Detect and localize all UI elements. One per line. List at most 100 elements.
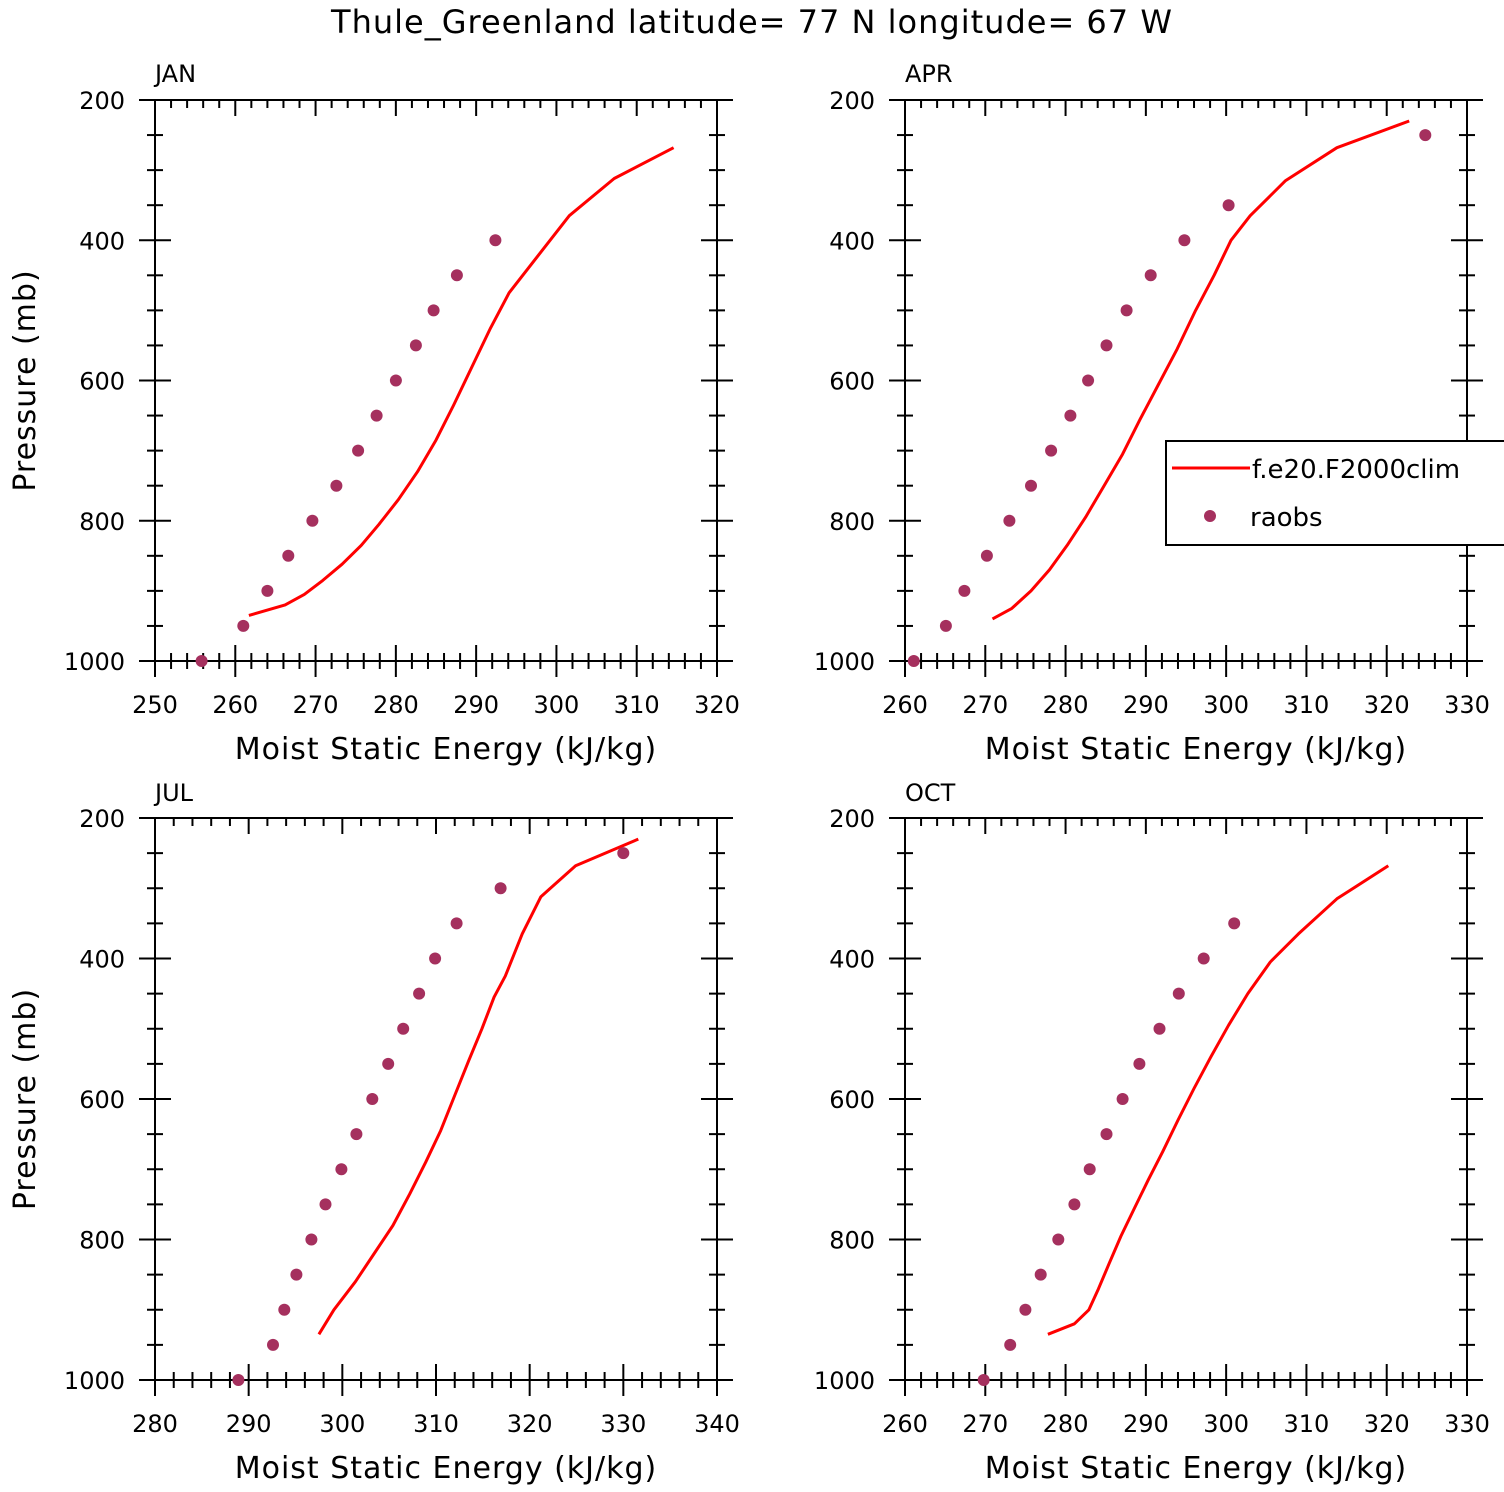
raobs-point: [1003, 514, 1016, 527]
raobs-point: [1222, 199, 1235, 212]
model-profile-line-jan: [248, 146, 675, 617]
x-axis-label-oct: Moist Static Energy (kJ/kg): [985, 1451, 1408, 1486]
raobs-point: [366, 1093, 379, 1105]
x-tick-label: 300: [534, 691, 580, 719]
x-tick-label: 330: [600, 1410, 646, 1438]
x-tick-label: 280: [373, 691, 419, 719]
x-tick-label: 310: [413, 1410, 459, 1438]
raobs-point: [1178, 234, 1191, 247]
raobs-point: [237, 619, 250, 632]
x-tick-label: 270: [962, 691, 1008, 719]
raobs-point: [370, 409, 383, 422]
raobs-point: [1116, 1093, 1129, 1105]
raobs-point: [1120, 304, 1133, 317]
raobs-point: [977, 1374, 990, 1386]
y-tick-label: 400: [829, 227, 875, 255]
raobs-point: [397, 1022, 410, 1035]
panel-oct: OCT 260 270 280 290 300 310 320 330 200 400 600 800…: [814, 779, 1490, 1486]
x-tick-label: 260: [882, 1410, 928, 1438]
raobs-point: [494, 882, 507, 895]
x-tick-label: 320: [1364, 1410, 1410, 1438]
x-tick-label: 300: [319, 1410, 365, 1438]
x-tick-label: 290: [453, 691, 499, 719]
figure-title: Thule_Greenland latitude= 77 N longitude…: [330, 3, 1173, 41]
x-tick-label: 260: [882, 691, 928, 719]
raobs-point: [232, 1374, 245, 1386]
panel-title-oct: OCT: [905, 779, 956, 807]
raobs-point: [1419, 129, 1432, 142]
x-tick-label: 310: [1284, 691, 1330, 719]
plot-frame-apr: [904, 99, 1468, 662]
raobs-point: [1025, 479, 1037, 492]
raobs-point: [306, 514, 319, 527]
panel-jul: JUL 280 290 300 310 320 330 340 200 400 600 800 100…: [8, 779, 740, 1486]
raobs-point: [282, 549, 295, 562]
raobs-point: [335, 1163, 348, 1176]
x-tick-label: 290: [226, 1410, 272, 1438]
raobs-point: [1034, 1268, 1047, 1281]
x-tick-label: 280: [1043, 1410, 1089, 1438]
x-tick-label: 300: [1203, 691, 1249, 719]
panel-title-apr: APR: [905, 60, 953, 88]
x-tick-label: 250: [132, 691, 178, 719]
x-axis-label-apr: Moist Static Energy (kJ/kg): [985, 732, 1408, 767]
model-profile-line-apr: [991, 119, 1410, 621]
raobs-point: [1100, 339, 1113, 352]
raobs-point: [1133, 1057, 1146, 1070]
model-profile-line-jul: [317, 837, 639, 1336]
x-tick-label: 280: [132, 1410, 178, 1438]
y-axis-label-jan: Pressure (mb): [8, 269, 43, 491]
raobs-point: [1068, 1198, 1081, 1211]
x-tick-label: 330: [1444, 1410, 1490, 1438]
x-tick-label: 290: [1123, 691, 1169, 719]
legend-box: [1165, 440, 1504, 546]
raobs-point: [1144, 269, 1157, 282]
y-axis-label-jul: Pressure (mb): [8, 988, 43, 1210]
raobs-point: [1019, 1303, 1032, 1316]
y-tick-label: 200: [829, 87, 875, 115]
raobs-point: [305, 1233, 318, 1246]
model-profile-line-oct: [1047, 864, 1390, 1336]
y-tick-label: 400: [79, 946, 125, 974]
y-tick-label: 400: [829, 946, 875, 974]
y-tick-label: 800: [79, 508, 125, 536]
raobs-point: [429, 952, 442, 965]
raobs-point: [413, 987, 426, 1000]
panel-apr: APR 260 270 280 290 300 310 320 330 200 400 600 800…: [814, 60, 1490, 767]
y-tick-label: 600: [829, 368, 875, 396]
y-tick-label: 800: [829, 508, 875, 536]
raobs-point: [350, 1128, 363, 1141]
legend-obs-label: raobs: [1250, 503, 1323, 533]
raobs-point: [1052, 1233, 1065, 1246]
legend-model-label: f.e20.F2000clim: [1252, 455, 1460, 485]
x-tick-label: 270: [962, 1410, 1008, 1438]
raobs-point: [1004, 1338, 1017, 1351]
panel-jan: JAN 250 260 270 280 290 300 310 320 200 400 600 800…: [8, 60, 740, 767]
raobs-point: [1228, 917, 1241, 930]
raobs-point: [382, 1057, 395, 1070]
x-tick-label: 340: [694, 1410, 740, 1438]
raobs-point: [319, 1198, 332, 1211]
y-tick-label: 800: [829, 1227, 875, 1255]
raobs-point: [352, 444, 365, 457]
raobs-point: [1045, 444, 1058, 457]
x-tick-label: 310: [1284, 1410, 1330, 1438]
raobs-point: [267, 1338, 279, 1351]
raobs-point: [617, 847, 630, 860]
y-tick-label: 1000: [814, 1367, 875, 1395]
panel-title-jan: JAN: [153, 60, 196, 88]
x-tick-label: 310: [614, 691, 660, 719]
plot-frame-oct: [904, 817, 1468, 1381]
raobs-point: [980, 549, 993, 562]
raobs-point: [939, 619, 952, 632]
y-tick-label: 800: [79, 1227, 125, 1255]
raobs-point: [290, 1268, 303, 1281]
y-tick-label: 1000: [814, 648, 875, 676]
legend: f.e20.F2000clim raobs: [1165, 440, 1504, 546]
raobs-point: [450, 269, 463, 282]
y-tick-label: 1000: [64, 648, 125, 676]
raobs-point: [389, 374, 402, 387]
y-tick-label: 600: [79, 368, 125, 396]
x-tick-label: 320: [1364, 691, 1410, 719]
